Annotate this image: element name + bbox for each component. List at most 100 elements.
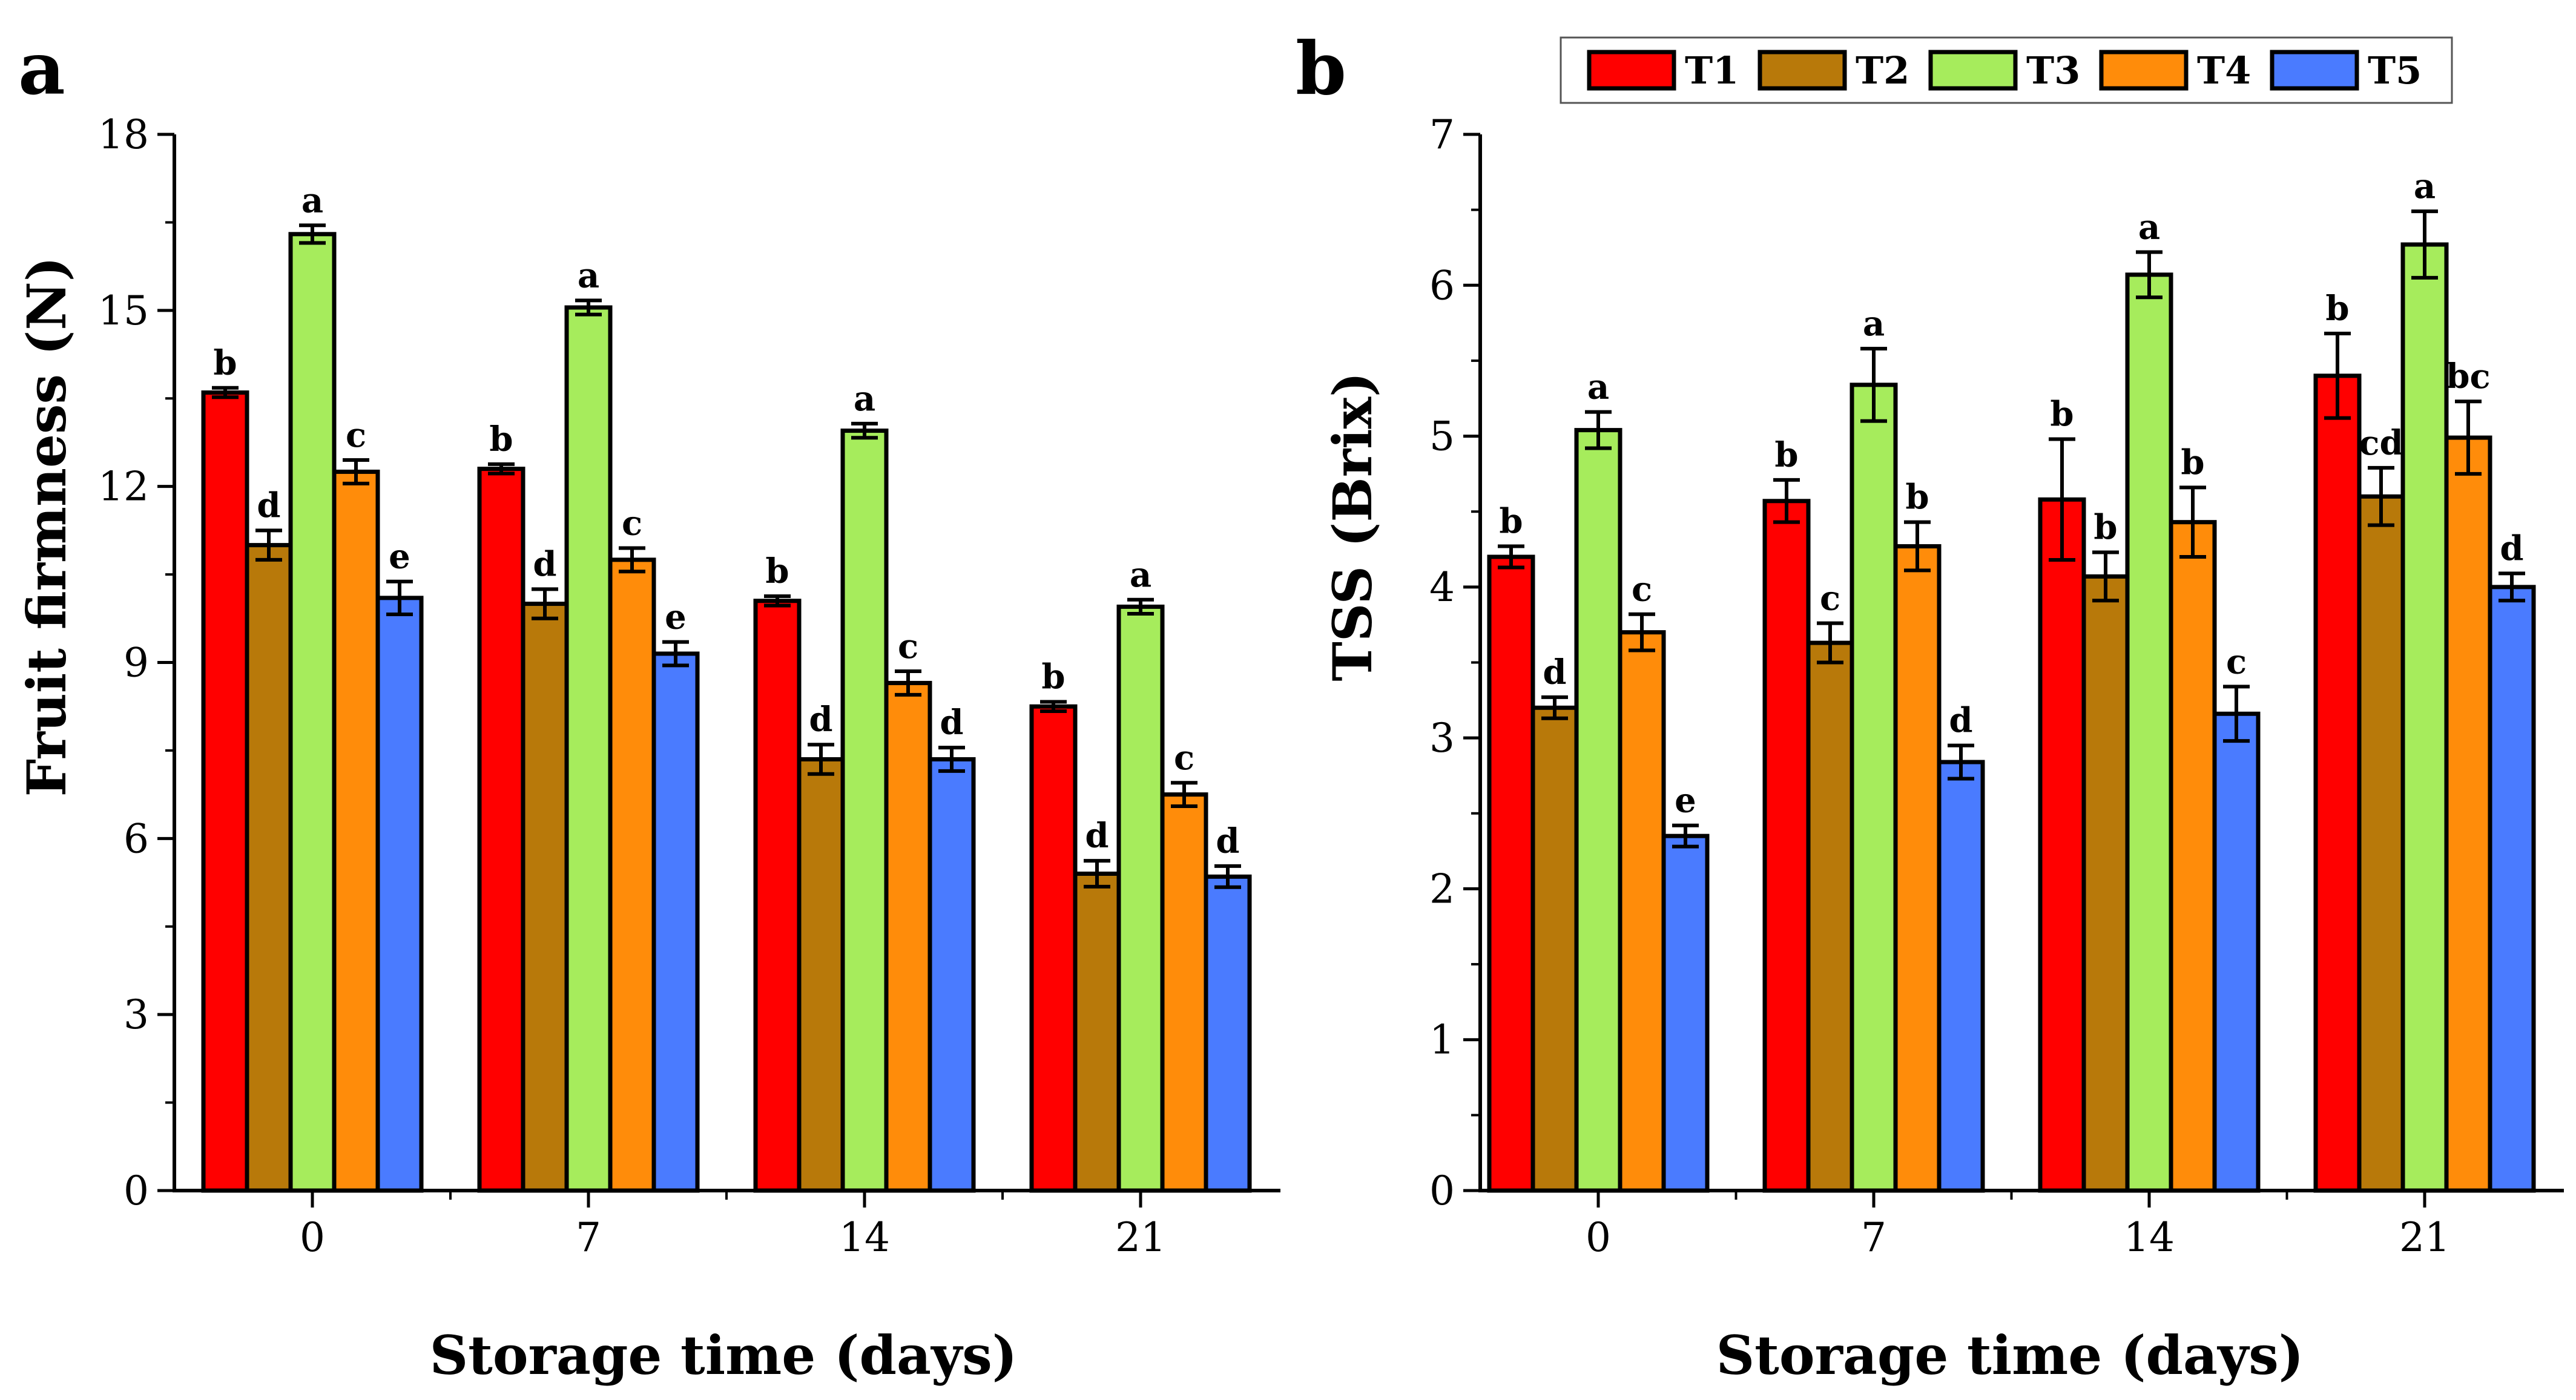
y-tick-label: 6: [124, 815, 149, 862]
y-tick-label: 5: [1429, 413, 1455, 460]
y-tick-label: 4: [1429, 564, 1455, 611]
significance-label: b: [1774, 435, 1798, 475]
significance-label: d: [257, 485, 280, 525]
bar-t5-day-14: [927, 757, 976, 1193]
significance-label: a: [1587, 367, 1609, 407]
bar-t5-day-0: [375, 596, 424, 1193]
x-tick-label: 0: [1586, 1214, 1611, 1261]
y-tick-label: 12: [98, 464, 149, 510]
significance-label: d: [1949, 701, 1972, 741]
significance-label: a: [1130, 555, 1151, 595]
x-tick-label: 0: [300, 1214, 325, 1261]
y-tick-label: 9: [124, 640, 149, 686]
significance-label: d: [1543, 652, 1566, 692]
bar-t2-day-21: [1073, 872, 1121, 1193]
panel-b-x-axis-title: Storage time (days): [1716, 1324, 2304, 1387]
legend-label-t1: T1: [1685, 48, 1739, 93]
bar-t1-day-0: [1487, 554, 1535, 1193]
legend-label-t4: T4: [2197, 48, 2251, 93]
legend-label-t2: T2: [1856, 48, 1909, 93]
legend: T1 T2 T3 T4 T5: [1560, 36, 2453, 104]
legend-swatch-t5: [2270, 50, 2359, 91]
legend-label-t3: T3: [2026, 48, 2080, 93]
bar-t2-day-14: [797, 757, 845, 1193]
significance-label: d: [533, 544, 556, 584]
bar-t5-day-14: [2212, 711, 2261, 1193]
significance-label: d: [940, 703, 963, 743]
bar-t1-day-7: [477, 467, 525, 1193]
y-tick-label: 18: [98, 111, 149, 158]
bar-t1-day-21: [1029, 704, 1078, 1193]
bar-t3-day-7: [564, 305, 613, 1193]
y-tick-label: 6: [1429, 262, 1455, 309]
panel-b-letter: b: [1296, 26, 1346, 111]
bar-t5-day-0: [1661, 833, 1710, 1193]
bar-t5-day-21: [2488, 585, 2536, 1193]
bar-t4-day-0: [332, 469, 380, 1193]
bar-t3-day-0: [288, 232, 337, 1193]
bar-t4-day-21: [2444, 435, 2492, 1193]
y-tick-label: 7: [1429, 111, 1455, 158]
significance-label: c: [1820, 579, 1840, 619]
significance-label: b: [2093, 508, 2117, 548]
significance-label: c: [898, 626, 918, 666]
panel-a-y-axis-title: Fruit firmness (N): [15, 257, 78, 797]
bar-t4-day-14: [2169, 520, 2217, 1193]
legend-swatch-t1: [1587, 50, 1676, 91]
significance-label: b: [1041, 657, 1065, 697]
x-tick-label: 7: [576, 1214, 601, 1261]
significance-label: c: [1174, 738, 1194, 778]
significance-label: b: [489, 419, 513, 459]
significance-label: a: [301, 180, 323, 220]
significance-label: b: [2181, 442, 2204, 482]
panel-a-chart: a Fruit firmness (N) Storage time (days)…: [15, 26, 1280, 1387]
y-tick-label: 3: [124, 991, 149, 1038]
significance-label: a: [1863, 304, 1885, 344]
bar-t1-day-7: [1762, 499, 1811, 1193]
significance-label: a: [2138, 207, 2160, 247]
bar-t5-day-7: [1937, 760, 1985, 1193]
bar-t4-day-21: [1160, 792, 1208, 1193]
bar-t5-day-21: [1204, 874, 1252, 1193]
significance-label: b: [1905, 478, 1929, 518]
bar-t2-day-7: [1806, 640, 1854, 1193]
x-tick-label: 14: [2124, 1214, 2175, 1261]
y-tick-label: 0: [124, 1168, 149, 1214]
bar-t4-day-0: [1618, 630, 1666, 1193]
y-tick-label: 1: [1429, 1017, 1455, 1063]
y-tick-label: 15: [98, 288, 149, 334]
y-tick-label: 0: [1429, 1168, 1455, 1214]
significance-label: c: [346, 415, 366, 455]
significance-label: c: [2226, 642, 2247, 682]
x-tick-label: 7: [1861, 1214, 1886, 1261]
x-tick-label: 21: [2399, 1214, 2450, 1261]
significance-label: a: [854, 379, 875, 419]
y-tick-label: 3: [1429, 715, 1455, 761]
panel-a-letter: a: [18, 26, 65, 111]
significance-label: b: [213, 343, 237, 383]
significance-label: d: [1216, 821, 1239, 861]
bar-t3-day-0: [1574, 428, 1622, 1193]
bar-t3-day-21: [2400, 242, 2449, 1193]
legend-swatch-t4: [2099, 50, 2189, 91]
panel-b-y-axis-title: TSS (Brix): [1321, 372, 1384, 681]
significance-label: e: [665, 597, 687, 637]
bar-t3-day-14: [2125, 272, 2173, 1193]
bar-t4-day-14: [884, 680, 932, 1193]
significance-label: b: [2325, 289, 2349, 329]
significance-label: c: [622, 503, 642, 543]
bar-t3-day-7: [1850, 383, 1898, 1193]
significance-label: e: [389, 537, 410, 577]
legend-items: T1 T2 T3 T4 T5: [1587, 48, 2422, 93]
significance-label: c: [1632, 570, 1652, 610]
panel-b-chart: b TSS (Brix) Storage time (days) 0 1 2 3 4 5 6…: [1296, 26, 2564, 1387]
legend-swatch-t3: [1928, 50, 2018, 91]
panel-a-x-axis-title: Storage time (days): [430, 1324, 1018, 1387]
bar-t3-day-21: [1116, 604, 1165, 1193]
bar-t3-day-14: [840, 429, 889, 1193]
bar-t2-day-0: [245, 543, 293, 1193]
significance-label: b: [1499, 502, 1523, 542]
